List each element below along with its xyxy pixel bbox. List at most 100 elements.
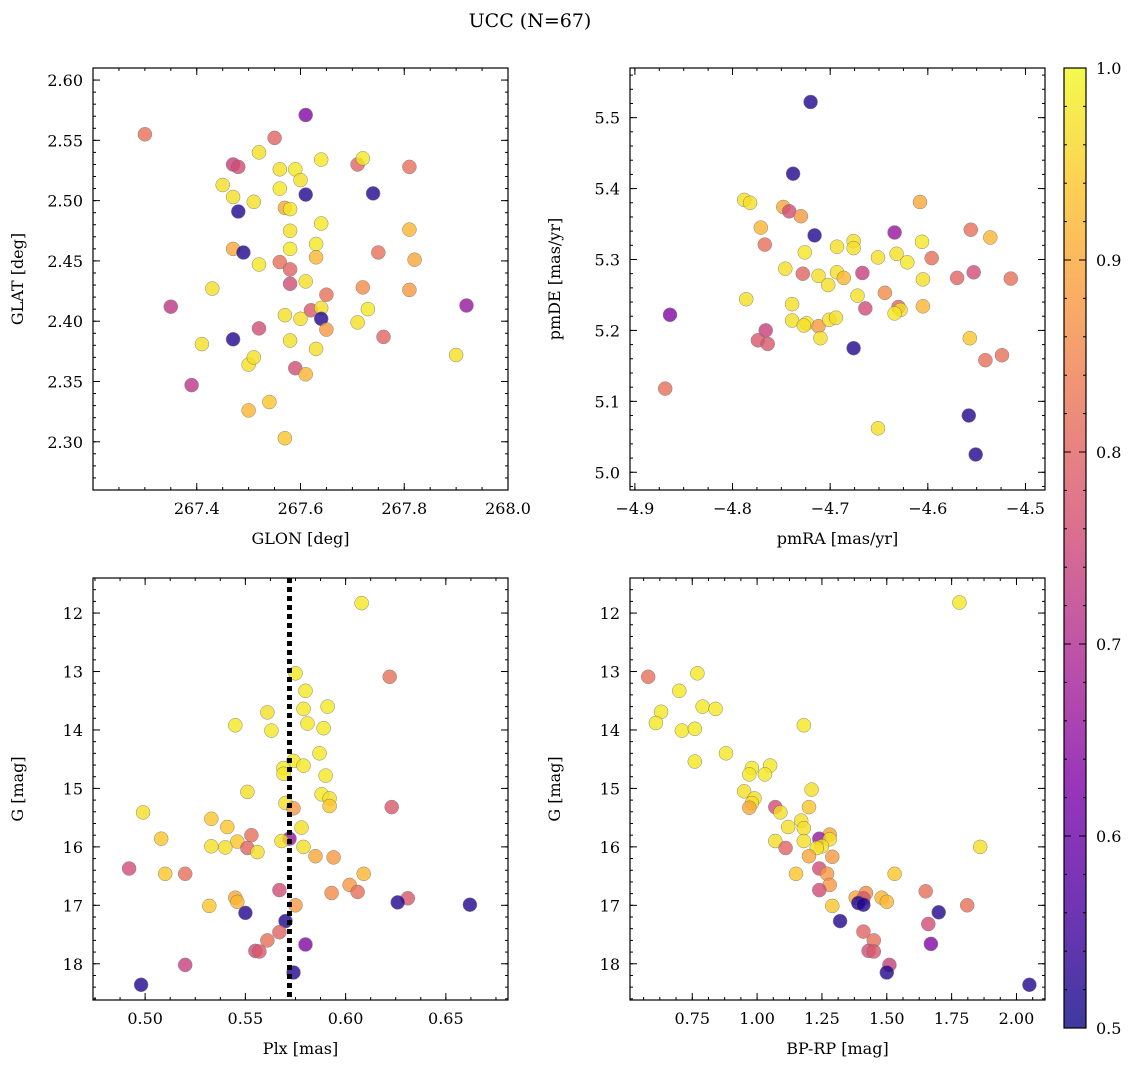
- data-point: [215, 177, 230, 193]
- x-tick-label: 1.25: [804, 1009, 840, 1028]
- y-tick-label: 5.4: [595, 180, 620, 199]
- y-tick-label: 5.0: [595, 463, 620, 482]
- colorbar-gradient: [1064, 68, 1086, 1028]
- data-point: [319, 322, 334, 337]
- colorbar-tick-label: 0.9: [1096, 251, 1121, 270]
- data-point: [796, 718, 812, 733]
- y-tick-label: 13: [600, 663, 620, 682]
- data-point: [963, 222, 979, 237]
- data-point: [298, 937, 313, 952]
- data-point: [921, 916, 936, 932]
- data-point: [402, 159, 417, 175]
- data-point: [796, 820, 812, 836]
- data-point: [803, 94, 818, 110]
- data-point: [887, 225, 902, 240]
- colorbar-tick-label: 0.5: [1096, 1019, 1121, 1038]
- y-tick-label: 5.2: [595, 321, 620, 340]
- x-tick-label: −4.7: [811, 499, 850, 518]
- data-point: [153, 831, 169, 846]
- data-point: [231, 159, 246, 175]
- data-point: [300, 716, 315, 731]
- data-point: [850, 288, 865, 303]
- data-point: [829, 239, 845, 254]
- data-point: [690, 666, 705, 681]
- data-point: [448, 347, 464, 363]
- data-point: [163, 299, 179, 314]
- data-point: [355, 280, 371, 295]
- data-point: [308, 236, 324, 252]
- x-tick-label: −4.5: [1006, 499, 1045, 518]
- chart-top-left: 267.4 267.6 267.8 268.0 2.30 2.35 2.40 2.45 2.50…: [8, 67, 531, 548]
- data-point: [662, 307, 678, 323]
- data-point: [784, 296, 800, 312]
- data-point: [251, 257, 267, 272]
- data-point: [272, 162, 288, 177]
- data-point: [1022, 977, 1037, 993]
- data-point: [778, 261, 793, 276]
- data-point: [324, 885, 339, 901]
- x-tick-label: 267.6: [278, 499, 324, 518]
- data-point: [812, 882, 827, 898]
- data-point: [825, 849, 840, 865]
- data-point: [807, 228, 822, 243]
- y-axis-label: pmDE [mas/yr]: [545, 218, 564, 341]
- data-point: [121, 861, 137, 876]
- scatter-points: [137, 107, 474, 446]
- x-tick-label: 267.4: [174, 499, 220, 518]
- data-point: [1003, 271, 1019, 286]
- data-point: [820, 277, 836, 293]
- data-point: [949, 270, 965, 286]
- data-point: [194, 336, 210, 352]
- data-point: [968, 447, 983, 462]
- data-point: [959, 898, 975, 913]
- data-point: [856, 924, 871, 939]
- data-point: [220, 819, 235, 835]
- data-point: [390, 895, 405, 910]
- data-point: [320, 699, 335, 714]
- data-point: [262, 394, 277, 410]
- data-point: [856, 897, 871, 912]
- y-tick-label: 2.55: [47, 131, 83, 150]
- data-point: [912, 194, 928, 210]
- scatter-points: [121, 595, 478, 993]
- data-point: [780, 819, 796, 835]
- x-tick-label: 2.00: [999, 1009, 1035, 1028]
- data-point: [648, 715, 664, 731]
- data-point: [204, 839, 219, 854]
- data-point: [785, 166, 801, 181]
- data-point: [288, 666, 303, 681]
- x-axis-label: pmRA [mas/yr]: [777, 529, 899, 548]
- x-tick-label: −4.8: [713, 499, 752, 518]
- data-point: [277, 307, 293, 323]
- data-point: [298, 683, 313, 699]
- data-point: [462, 897, 478, 912]
- data-point: [238, 905, 253, 921]
- data-point: [296, 758, 311, 773]
- data-point: [846, 240, 861, 256]
- data-point: [828, 310, 844, 325]
- y-tick-label: 15: [63, 779, 83, 798]
- data-point: [801, 799, 817, 815]
- data-point: [274, 833, 289, 849]
- data-point: [855, 265, 870, 281]
- y-tick-label: 2.50: [47, 192, 83, 211]
- colorbar-tick-label: 0.6: [1096, 827, 1121, 846]
- data-point: [231, 204, 246, 219]
- data-point: [858, 301, 873, 316]
- data-point: [978, 352, 993, 368]
- data-point: [294, 820, 309, 835]
- data-point: [316, 720, 331, 736]
- data-point: [228, 718, 243, 733]
- data-point: [870, 250, 886, 265]
- data-point: [900, 255, 915, 270]
- data-point: [966, 265, 981, 280]
- data-point: [260, 705, 275, 720]
- y-tick-label: 12: [63, 604, 83, 623]
- x-axis-label: Plx [mas]: [263, 1039, 338, 1058]
- data-point: [879, 894, 895, 910]
- x-tick-label: 0.65: [428, 1009, 464, 1028]
- data-point: [952, 595, 967, 610]
- data-point: [382, 669, 397, 685]
- data-point: [915, 299, 931, 314]
- chart-bottom-left: 0.50 0.55 0.60 0.65 12 13 14 15 16 17 18 Plx [mas] G…: [8, 577, 509, 1058]
